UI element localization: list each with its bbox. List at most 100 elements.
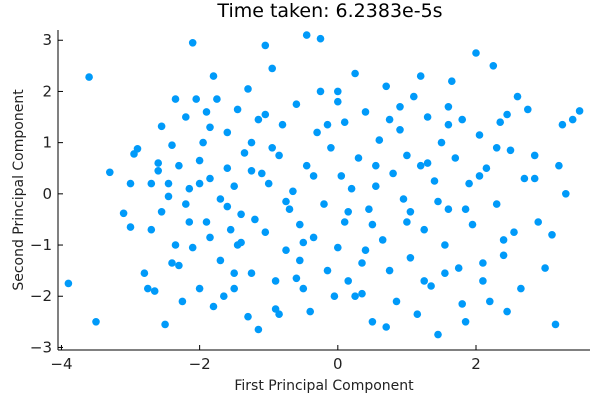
data-point xyxy=(240,149,249,157)
data-point xyxy=(299,238,308,247)
data-point xyxy=(230,182,238,190)
x-tick-label: 0 xyxy=(333,355,343,373)
data-point xyxy=(271,277,280,285)
data-point xyxy=(330,292,339,301)
data-point xyxy=(157,122,166,131)
data-point xyxy=(337,172,346,180)
data-point xyxy=(185,184,194,193)
data-point xyxy=(406,253,415,262)
x-tick-label: −4 xyxy=(50,355,72,373)
data-point xyxy=(302,31,311,39)
data-point xyxy=(230,269,238,278)
data-point xyxy=(458,115,467,124)
data-point xyxy=(368,318,377,326)
data-point xyxy=(144,284,152,293)
data-point xyxy=(468,220,477,229)
data-point xyxy=(361,246,370,254)
data-point xyxy=(389,169,397,178)
data-point xyxy=(385,266,394,275)
data-point xyxy=(323,266,332,275)
data-point xyxy=(296,256,304,265)
data-point xyxy=(268,64,277,73)
data-point xyxy=(492,144,501,152)
data-point xyxy=(168,259,176,267)
data-points xyxy=(64,31,584,339)
data-point xyxy=(206,123,214,132)
data-point xyxy=(372,161,380,170)
data-point xyxy=(420,277,429,285)
data-point xyxy=(316,34,325,43)
data-point xyxy=(358,259,366,267)
data-point xyxy=(282,197,290,206)
data-point xyxy=(223,164,232,172)
data-point xyxy=(340,218,349,226)
data-point xyxy=(492,200,501,208)
data-point xyxy=(247,167,256,175)
y-tick-label: 2 xyxy=(42,82,52,100)
data-point xyxy=(182,113,190,121)
data-point xyxy=(154,167,162,175)
data-point xyxy=(230,284,238,293)
data-point xyxy=(420,225,429,234)
data-point xyxy=(327,144,335,152)
data-point xyxy=(157,208,166,216)
data-point xyxy=(164,179,173,188)
data-point xyxy=(223,202,232,211)
data-point xyxy=(434,330,442,339)
data-point xyxy=(510,228,518,236)
data-point xyxy=(486,297,494,306)
data-point xyxy=(206,233,214,242)
data-point xyxy=(244,312,252,321)
data-point xyxy=(302,161,311,170)
data-point xyxy=(427,282,435,290)
y-tick-label: −3 xyxy=(30,338,52,356)
data-point xyxy=(64,279,73,288)
x-tick-label: 2 xyxy=(471,355,481,373)
data-point xyxy=(320,200,328,208)
data-point xyxy=(496,118,505,126)
data-point xyxy=(254,115,263,124)
data-point xyxy=(441,241,449,249)
data-point xyxy=(441,269,449,278)
data-point xyxy=(220,292,228,301)
data-point xyxy=(530,151,539,160)
data-point xyxy=(416,72,425,80)
data-point xyxy=(199,138,207,147)
data-point xyxy=(548,231,556,239)
data-point xyxy=(309,233,318,242)
data-point xyxy=(396,103,404,111)
data-point xyxy=(568,115,577,124)
data-point xyxy=(499,251,508,260)
data-point xyxy=(195,156,204,165)
data-point xyxy=(385,115,394,124)
data-point xyxy=(147,225,156,234)
data-point xyxy=(233,105,242,114)
data-point xyxy=(423,113,432,121)
data-point xyxy=(106,168,114,177)
data-point xyxy=(524,105,532,114)
data-point xyxy=(378,236,387,244)
data-point xyxy=(213,95,221,103)
data-point xyxy=(275,151,283,160)
data-point xyxy=(264,179,273,188)
data-point xyxy=(185,218,194,226)
data-point xyxy=(216,195,225,203)
data-point xyxy=(126,179,135,188)
data-point xyxy=(285,205,294,213)
data-point xyxy=(423,159,432,167)
data-point xyxy=(334,87,342,96)
data-point xyxy=(499,236,508,244)
data-point xyxy=(354,154,363,162)
data-point xyxy=(334,97,342,106)
data-point xyxy=(258,169,266,178)
data-point xyxy=(503,307,511,316)
data-point xyxy=(375,136,384,144)
data-point xyxy=(188,39,197,47)
data-point xyxy=(244,85,252,93)
data-point xyxy=(275,310,283,319)
data-point xyxy=(202,108,211,116)
y-ticks: −3 −2 −1 0 1 2 3 xyxy=(30,31,63,356)
data-point xyxy=(475,172,484,180)
data-point xyxy=(92,318,100,326)
data-point xyxy=(340,118,349,126)
